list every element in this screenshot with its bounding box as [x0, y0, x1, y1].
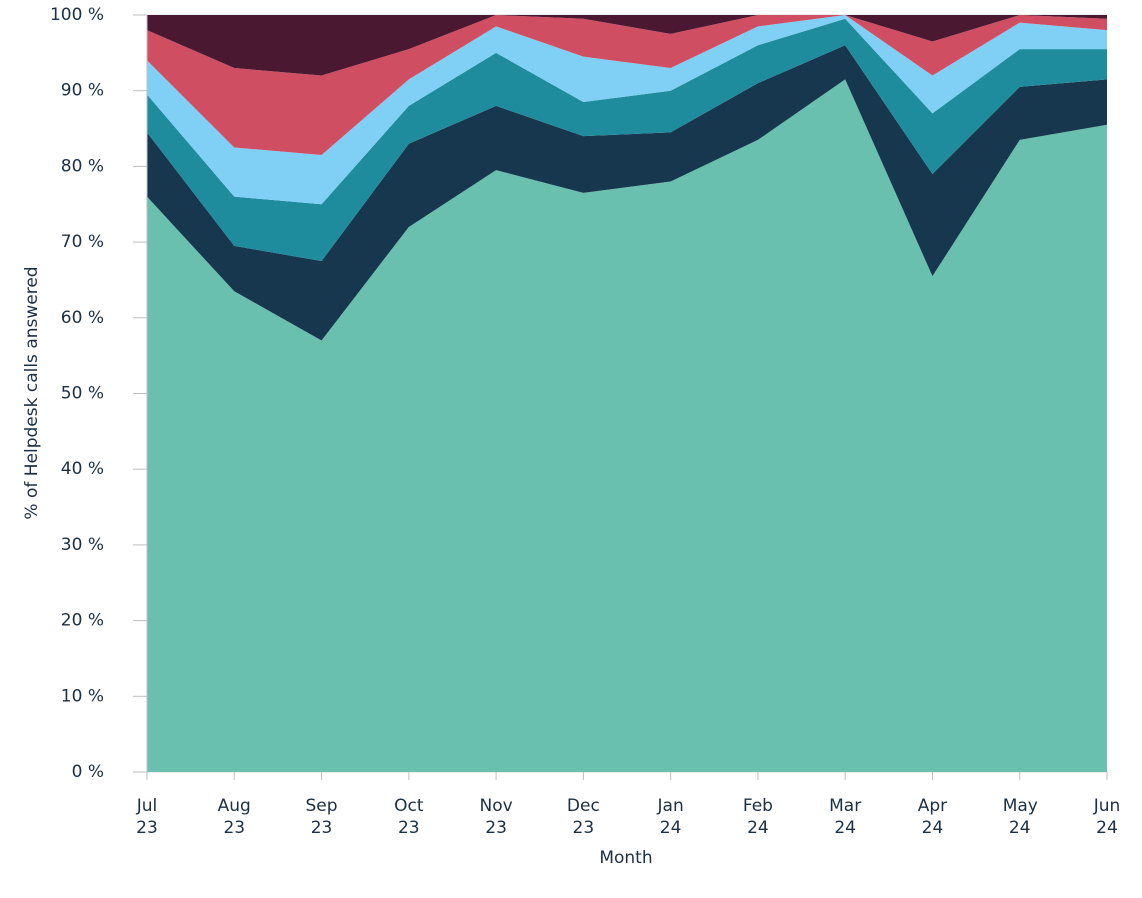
- area: [147, 15, 1107, 156]
- x-tick-label: Feb 24: [742, 796, 773, 838]
- y-tick-label: 30 %: [61, 535, 104, 555]
- x-tick-label: Sep 23: [305, 796, 338, 838]
- area: [147, 15, 1107, 76]
- y-tick-label: 0 %: [72, 762, 104, 782]
- x-tick-label: Jan 24: [657, 796, 684, 838]
- y-tick-label: 80 %: [61, 156, 104, 176]
- y-axis-label: % of Helpdesk calls answered: [22, 266, 42, 519]
- y-tick-label: 40 %: [61, 459, 104, 479]
- x-tick-label: Mar 24: [829, 796, 862, 838]
- area: [147, 79, 1107, 773]
- y-tick-label: 70 %: [61, 232, 104, 252]
- x-tick-label: Dec 23: [566, 796, 600, 838]
- y-tick-label: 60 %: [61, 308, 104, 328]
- x-tick-label: Apr 24: [917, 796, 948, 838]
- x-tick-label: May 24: [1002, 796, 1038, 838]
- x-tick-label: Nov 23: [479, 796, 513, 838]
- x-tick-label: Jul 23: [136, 796, 158, 838]
- area: [147, 45, 1107, 341]
- x-tick-label: Jun 24: [1093, 796, 1121, 838]
- y-tick-label: 50 %: [61, 384, 104, 404]
- y-tick-label: 100 %: [50, 5, 104, 25]
- area: [147, 15, 1107, 205]
- area: [147, 18, 1107, 262]
- y-tick-label: 10 %: [61, 686, 104, 706]
- y-tick-label: 90 %: [61, 81, 104, 101]
- areas: [147, 15, 1107, 773]
- x-tick-label: Oct 23: [394, 796, 424, 838]
- y-tick-label: 20 %: [61, 611, 104, 631]
- x-tick-label: Aug 23: [217, 796, 251, 838]
- x-axis-label: Month: [599, 848, 652, 868]
